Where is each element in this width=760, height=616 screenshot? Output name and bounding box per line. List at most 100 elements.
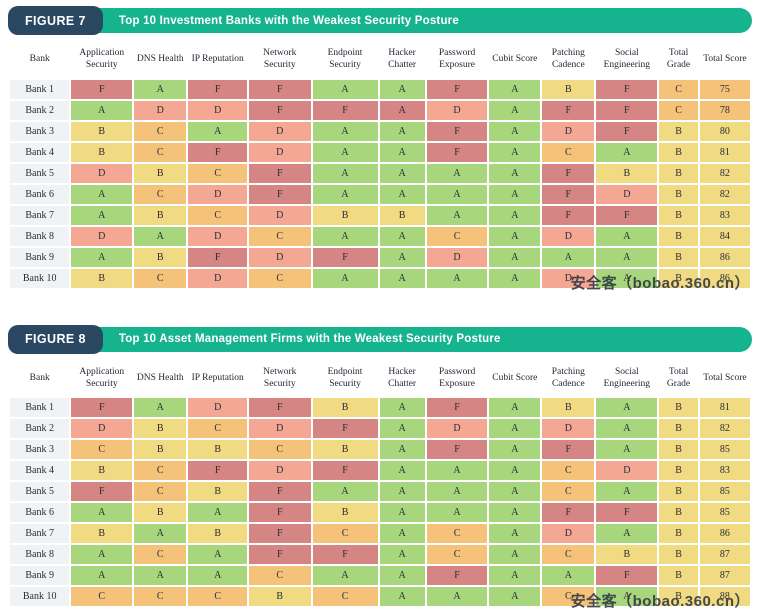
grade-cell: C bbox=[188, 205, 247, 225]
table-row: Bank 3 C B B C B A F A F A B 85 bbox=[10, 440, 750, 460]
grade-cell: A bbox=[312, 79, 378, 99]
grade-cell: D bbox=[542, 268, 595, 288]
grade-cell: A bbox=[188, 545, 247, 565]
grade-cell: F bbox=[249, 398, 311, 418]
grade-cell: F bbox=[249, 79, 311, 99]
grade-cell: A bbox=[379, 482, 425, 502]
grade-cell: F bbox=[542, 503, 595, 523]
grade-cell: A bbox=[312, 142, 378, 162]
grade-cell: A bbox=[134, 79, 187, 99]
grade-cell: A bbox=[188, 121, 247, 141]
grade-cell: C bbox=[542, 142, 595, 162]
table-row: Bank 2 D B C D F A D A D A B 82 bbox=[10, 419, 750, 439]
table-row: Bank 8 D A D C A A C A D A B 84 bbox=[10, 226, 750, 246]
grade-cell: B bbox=[659, 398, 698, 418]
grade-cell: A bbox=[489, 184, 541, 204]
table-row: Bank 5 F C B F A A A A C A B 85 bbox=[10, 482, 750, 502]
grade-cell: C bbox=[659, 100, 698, 120]
grade-cell: A bbox=[379, 566, 425, 586]
grade-cell: C bbox=[134, 482, 187, 502]
bank-name-cell: Bank 4 bbox=[10, 461, 70, 481]
grade-cell: B bbox=[312, 503, 378, 523]
grade-cell: D bbox=[71, 226, 133, 246]
header-row: Bank Application Security DNS Health IP Rep… bbox=[10, 43, 750, 78]
figure-8-table-wrapper: Bank Application Security DNS Health IP Rep… bbox=[8, 360, 752, 610]
column-header: DNS Health bbox=[134, 43, 187, 78]
grade-cell: A bbox=[426, 482, 488, 502]
grade-cell: A bbox=[596, 419, 658, 439]
grade-cell: D bbox=[188, 268, 247, 288]
grade-cell: A bbox=[188, 503, 247, 523]
table-row: Bank 4 B C F D A A F A C A B 81 bbox=[10, 142, 750, 162]
column-header: Hacker Chatter bbox=[379, 361, 425, 397]
grade-cell: B bbox=[596, 545, 658, 565]
grade-cell: A bbox=[489, 524, 541, 544]
header-row: Bank Application Security DNS Health IP Rep… bbox=[10, 361, 750, 397]
grade-cell: A bbox=[312, 121, 378, 141]
grade-cell: A bbox=[426, 205, 488, 225]
column-header: Cubit Score bbox=[489, 43, 541, 78]
grade-cell: A bbox=[426, 163, 488, 183]
grade-cell: B bbox=[659, 205, 698, 225]
grade-cell: C bbox=[188, 419, 247, 439]
grade-cell: A bbox=[71, 205, 133, 225]
grade-cell: A bbox=[489, 121, 541, 141]
grade-cell: A bbox=[312, 268, 378, 288]
bank-name-cell: Bank 8 bbox=[10, 545, 70, 565]
grade-cell: A bbox=[71, 247, 133, 267]
grade-cell: 75 bbox=[699, 79, 750, 99]
column-header: Application Security bbox=[71, 43, 133, 78]
grade-cell: F bbox=[249, 545, 311, 565]
grade-cell: C bbox=[659, 79, 698, 99]
column-header: IP Reputation bbox=[188, 361, 247, 397]
grade-cell: D bbox=[426, 100, 488, 120]
grade-cell: A bbox=[596, 587, 658, 607]
bank-name-cell: Bank 8 bbox=[10, 226, 70, 246]
grade-cell: A bbox=[596, 247, 658, 267]
bank-name-cell: Bank 1 bbox=[10, 398, 70, 418]
grade-cell: D bbox=[249, 247, 311, 267]
column-header: Total Score bbox=[699, 361, 750, 397]
figure-7-title: Top 10 Investment Banks with the Weakest… bbox=[118, 14, 459, 27]
grade-cell: F bbox=[71, 482, 133, 502]
grade-cell: A bbox=[489, 398, 541, 418]
grade-cell: B bbox=[379, 205, 425, 225]
column-header: Application Security bbox=[71, 361, 133, 397]
security-posture-table: Bank Application Security DNS Health IP Rep… bbox=[8, 41, 752, 290]
grade-cell: A bbox=[489, 268, 541, 288]
table-row: Bank 1 F A F F A A F A B F C 75 bbox=[10, 79, 750, 99]
grade-cell: F bbox=[542, 205, 595, 225]
column-header: Network Security bbox=[249, 43, 311, 78]
table-row: Bank 7 A B C D B B A A F F B 83 bbox=[10, 205, 750, 225]
grade-cell: D bbox=[542, 226, 595, 246]
grade-cell: 88 bbox=[699, 587, 750, 607]
column-header: Endpoint Security bbox=[312, 361, 378, 397]
bank-name-cell: Bank 2 bbox=[10, 100, 70, 120]
grade-cell: A bbox=[489, 440, 541, 460]
grade-cell: B bbox=[659, 121, 698, 141]
grade-cell: F bbox=[71, 398, 133, 418]
column-header: Bank bbox=[10, 43, 70, 78]
grade-cell: F bbox=[542, 440, 595, 460]
grade-cell: D bbox=[188, 100, 247, 120]
grade-cell: B bbox=[659, 503, 698, 523]
grade-cell: F bbox=[312, 545, 378, 565]
grade-cell: A bbox=[489, 566, 541, 586]
grade-cell: 82 bbox=[699, 419, 750, 439]
grade-cell: F bbox=[426, 79, 488, 99]
bank-name-cell: Bank 3 bbox=[10, 440, 70, 460]
grade-cell: D bbox=[249, 205, 311, 225]
table-row: Bank 2 A D D F F A D A F F C 78 bbox=[10, 100, 750, 120]
grade-cell: F bbox=[542, 163, 595, 183]
column-header: Patching Cadence bbox=[542, 361, 595, 397]
grade-cell: F bbox=[596, 100, 658, 120]
grade-cell: C bbox=[312, 524, 378, 544]
bank-name-cell: Bank 7 bbox=[10, 524, 70, 544]
grade-cell: A bbox=[596, 440, 658, 460]
grade-cell: B bbox=[71, 142, 133, 162]
grade-cell: F bbox=[249, 482, 311, 502]
grade-cell: D bbox=[249, 121, 311, 141]
column-header: Endpoint Security bbox=[312, 43, 378, 78]
grade-cell: C bbox=[134, 587, 187, 607]
grade-cell: 81 bbox=[699, 142, 750, 162]
